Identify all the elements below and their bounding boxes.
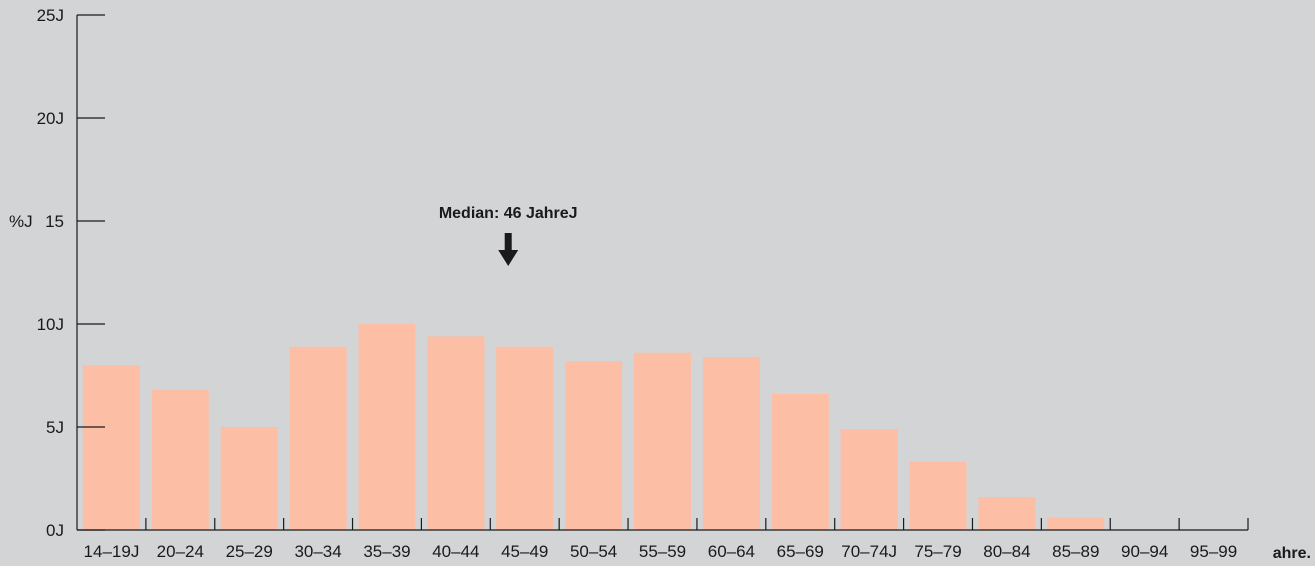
x-tick-label-10: 65–69	[777, 542, 824, 561]
x-tick-label-1: 20–24	[157, 542, 204, 561]
bar-13	[978, 497, 1036, 530]
median-annotation: Median: 46 JahreJ	[439, 205, 578, 266]
median-label: Median: 46 JahreJ	[439, 205, 578, 222]
x-tick-label-2: 25–29	[226, 542, 273, 561]
x-tick-label-15: 90–94	[1121, 542, 1168, 561]
x-tick-label-0: 14–19J	[84, 542, 140, 561]
x-axis-unit-label: ahre.	[1273, 545, 1311, 562]
y-tick-label-3: 15	[45, 212, 64, 231]
y-tick-label-1: 5J	[46, 418, 64, 437]
y-tick-label-0: 0J	[46, 521, 64, 540]
median-arrow-icon	[498, 233, 519, 266]
axes-layer	[76, 15, 1248, 531]
y-axis-unit-label: %J	[9, 212, 33, 231]
bar-10	[771, 394, 829, 530]
bar-6	[496, 346, 554, 530]
y-ticks: 0J 5J 10J 15 20J 25J	[37, 6, 105, 540]
bar-7	[565, 361, 623, 530]
x-tick-label-11: 70–74J	[841, 542, 897, 561]
bar-5	[427, 336, 485, 530]
bar-12	[909, 462, 967, 530]
x-tick-label-7: 50–54	[570, 542, 617, 561]
y-tick-label-5: 25J	[37, 6, 64, 25]
y-tick-label-2: 10J	[37, 315, 64, 334]
bars-layer	[82, 324, 1105, 530]
bar-0	[82, 365, 140, 530]
x-tick-label-6: 45–49	[501, 542, 548, 561]
bar-3	[289, 346, 347, 530]
x-tick-label-14: 85–89	[1052, 542, 1099, 561]
x-tick-label-4: 35–39	[363, 542, 410, 561]
bar-2	[220, 427, 278, 530]
bar-14	[1047, 517, 1105, 530]
bar-8	[634, 352, 691, 530]
bar-11	[840, 429, 898, 530]
bar-4	[358, 324, 416, 530]
x-tick-label-8: 55–59	[639, 542, 686, 561]
x-tick-label-9: 60–64	[708, 542, 755, 561]
y-tick-label-4: 20J	[37, 109, 64, 128]
bar-1	[151, 389, 209, 530]
x-tick-label-5: 40–44	[432, 542, 479, 561]
x-tick-label-13: 80–84	[983, 542, 1030, 561]
x-tick-label-16: 95–99	[1190, 542, 1237, 561]
x-tick-label-3: 30–34	[294, 542, 341, 561]
bar-9	[702, 357, 760, 530]
x-ticks: 14–19J 20–24 25–29 30–34 35–39 40–44 45–49 50–5…	[84, 518, 1249, 561]
x-tick-label-12: 75–79	[914, 542, 961, 561]
